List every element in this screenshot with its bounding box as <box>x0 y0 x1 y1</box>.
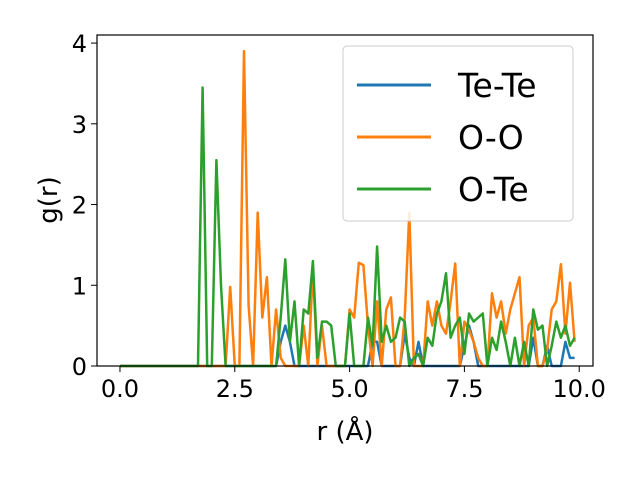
legend-items: Te-Te O-O O-Te <box>357 66 537 209</box>
x-tick-label: 7.5 <box>445 375 483 403</box>
y-tick-label: 4 <box>72 30 87 58</box>
legend-label-te-te: Te-Te <box>457 66 537 105</box>
legend-label-o-o: O-O <box>458 118 524 157</box>
plot-frame <box>96 34 594 367</box>
y-tick-label: 0 <box>72 353 87 381</box>
y-tick-label: 3 <box>72 111 87 139</box>
x-tick-label: 0.0 <box>101 375 139 403</box>
y-tick-label: 2 <box>72 192 87 220</box>
x-tick-label: 10.0 <box>553 375 606 403</box>
legend-label-o-te: O-Te <box>458 170 529 209</box>
legend: Te-Te O-O O-Te <box>342 45 574 222</box>
y-tick-label: 1 <box>72 272 87 300</box>
x-axis-label: r (Å) <box>316 415 373 447</box>
y-axis-label: g(r) <box>34 176 64 223</box>
x-tick-label: 5.0 <box>331 375 369 403</box>
x-tick-label: 2.5 <box>216 375 254 403</box>
x-axis-ticks: 0.0 2.5 5.0 7.5 10.0 <box>101 366 606 403</box>
series-line-o-te <box>120 86 576 368</box>
legend-box <box>342 45 574 222</box>
y-axis-ticks: 0 1 2 3 4 <box>72 30 97 381</box>
